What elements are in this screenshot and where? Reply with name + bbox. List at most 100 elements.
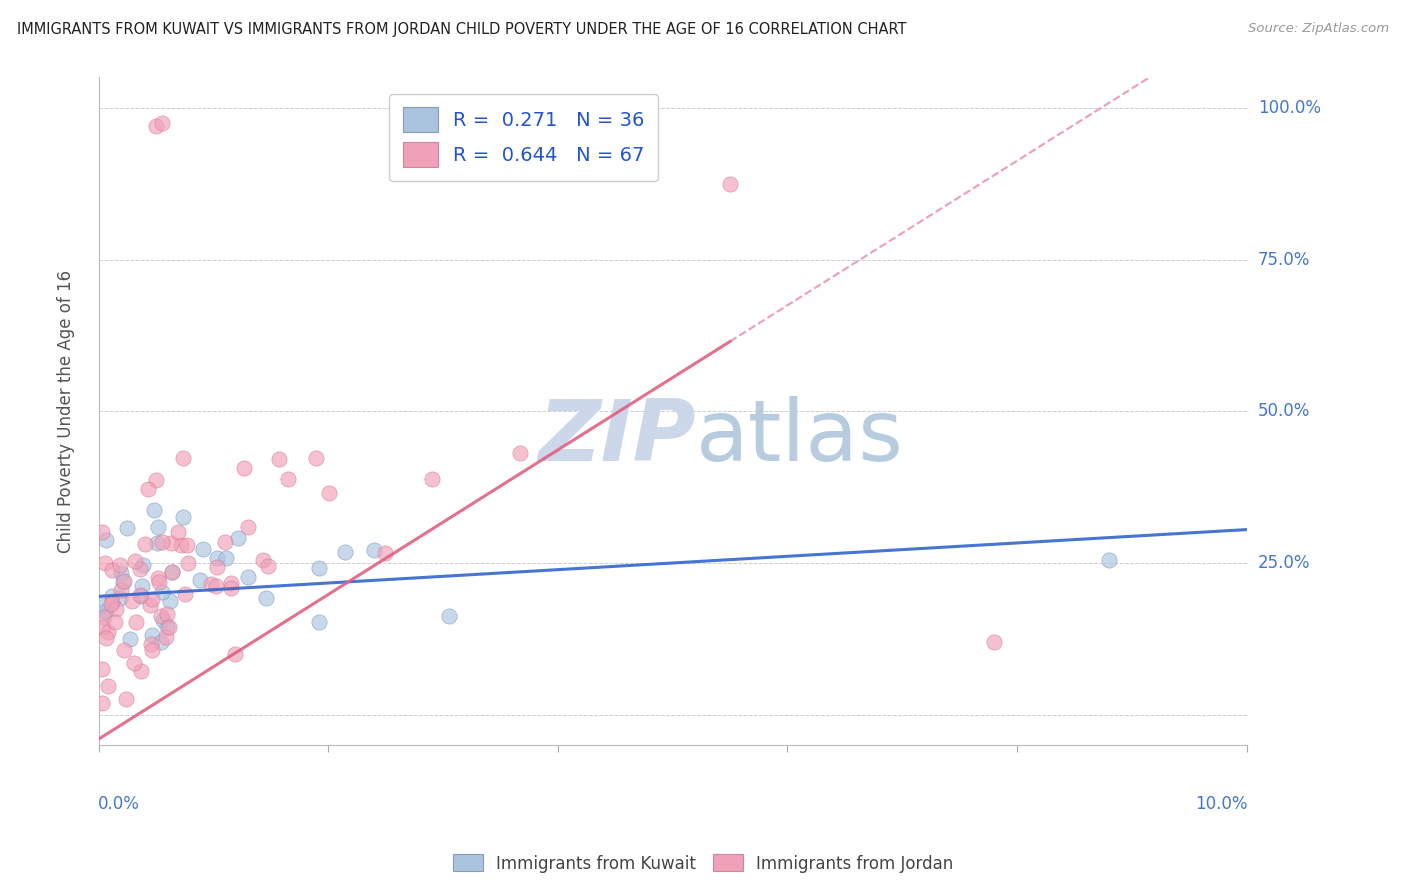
Point [215, 550, 238, 565]
Point [101, 563, 124, 577]
Point [233, 460, 256, 475]
Point [114, 643, 136, 657]
Point [188, 573, 211, 587]
Point [509, 446, 531, 460]
Text: 0.0%: 0.0% [97, 795, 139, 814]
Point [236, 520, 259, 534]
Point [437, 608, 460, 623]
Point [238, 570, 260, 584]
Point [155, 630, 177, 644]
Text: 50.0%: 50.0% [1258, 402, 1310, 420]
Point [101, 595, 124, 609]
Point [104, 615, 127, 629]
Point [112, 574, 135, 589]
Point [129, 562, 152, 576]
Text: 10.0%: 10.0% [1195, 795, 1247, 814]
Point [176, 557, 198, 571]
Point [143, 502, 166, 516]
Text: IMMIGRANTS FROM KUWAIT VS IMMIGRANTS FROM JORDAN CHILD POVERTY UNDER THE AGE OF : IMMIGRANTS FROM KUWAIT VS IMMIGRANTS FRO… [17, 22, 907, 37]
Point [277, 472, 299, 486]
Point [145, 473, 167, 487]
Point [141, 628, 163, 642]
Point [105, 601, 128, 615]
Point [333, 545, 356, 559]
Point [97, 679, 120, 693]
Point [374, 546, 396, 560]
Point [224, 647, 246, 661]
Point [420, 472, 443, 486]
Point [226, 531, 249, 545]
Text: 100.0%: 100.0% [1258, 99, 1320, 117]
Point [115, 691, 138, 706]
Point [125, 615, 148, 629]
Text: atlas: atlas [696, 396, 904, 479]
Point [121, 594, 143, 608]
Point [157, 620, 180, 634]
Point [129, 589, 152, 603]
Point [152, 584, 174, 599]
Point [90, 696, 112, 710]
Point [145, 536, 167, 550]
Point [156, 619, 179, 633]
Point [308, 615, 330, 629]
Point [257, 559, 280, 574]
Point [304, 450, 326, 465]
Point [174, 587, 197, 601]
Point [146, 571, 169, 585]
Text: 25.0%: 25.0% [1258, 554, 1310, 572]
Point [111, 575, 134, 590]
Point [118, 632, 141, 647]
Point [138, 482, 160, 496]
Point [214, 534, 236, 549]
Point [159, 594, 181, 608]
Point [172, 450, 194, 465]
Point [131, 579, 153, 593]
Point [108, 558, 131, 573]
Point [94, 605, 117, 619]
Point [205, 560, 228, 574]
Point [101, 590, 124, 604]
Point [124, 554, 146, 568]
Point [139, 637, 162, 651]
Point [129, 665, 152, 679]
Point [91, 662, 114, 676]
Point [122, 657, 145, 671]
Point [150, 534, 173, 549]
Point [90, 598, 112, 612]
Point [94, 604, 117, 618]
Point [93, 620, 115, 634]
Point [134, 537, 156, 551]
Point [308, 561, 330, 575]
Point [94, 533, 117, 548]
Point [117, 521, 139, 535]
Point [132, 558, 155, 572]
Point [150, 609, 173, 624]
Point [91, 525, 114, 540]
Text: 75.0%: 75.0% [1258, 251, 1310, 268]
Point [159, 536, 181, 550]
Point [718, 177, 741, 191]
Point [155, 607, 177, 621]
Legend: Immigrants from Kuwait, Immigrants from Jordan: Immigrants from Kuwait, Immigrants from … [446, 847, 960, 880]
Point [145, 119, 167, 133]
Y-axis label: Child Poverty Under the Age of 16: Child Poverty Under the Age of 16 [58, 269, 75, 553]
Point [983, 635, 1005, 649]
Point [139, 598, 162, 612]
Point [110, 582, 132, 597]
Point [363, 543, 385, 558]
Point [162, 566, 184, 580]
Point [128, 588, 150, 602]
Point [148, 575, 170, 590]
Point [93, 610, 115, 624]
Point [1098, 553, 1121, 567]
Point [167, 525, 190, 540]
Text: ZIP: ZIP [538, 396, 696, 479]
Point [110, 566, 132, 581]
Point [100, 597, 122, 611]
Point [108, 591, 131, 605]
Point [160, 565, 183, 579]
Point [150, 116, 173, 130]
Text: Source: ZipAtlas.com: Source: ZipAtlas.com [1249, 22, 1389, 36]
Point [97, 625, 120, 640]
Point [252, 553, 274, 567]
